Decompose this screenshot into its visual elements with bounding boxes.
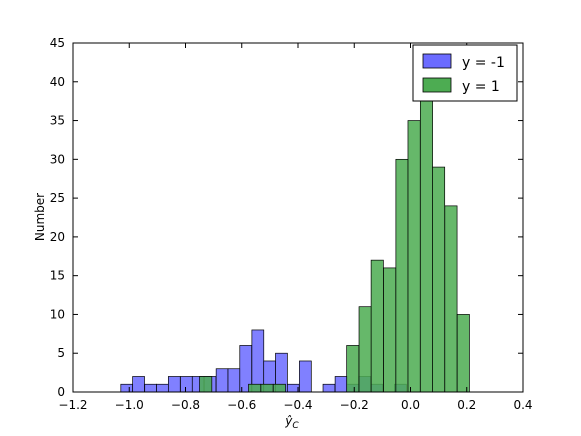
histogram-bar <box>334 376 348 393</box>
x-axis-label: ŷC <box>284 414 299 431</box>
histogram-bar <box>227 368 241 393</box>
x-tick-label: −0.4 <box>283 398 312 412</box>
histogram-bar <box>156 383 169 393</box>
histogram-bar <box>432 166 446 393</box>
x-axis-label-symbol: ŷ <box>284 414 293 428</box>
histogram-bar <box>286 383 300 393</box>
histogram-bar <box>272 383 286 393</box>
histogram-bar <box>167 376 181 393</box>
y-axis-label: Number <box>33 193 47 241</box>
x-tick-label: 0.0 <box>401 398 420 412</box>
y-tick-label: 10 <box>50 307 65 321</box>
y-tick-label: 35 <box>50 114 65 128</box>
histogram-bar <box>444 205 458 393</box>
histogram-bar <box>322 383 336 393</box>
histogram-bar <box>180 376 193 393</box>
y-tick-label: 25 <box>50 191 65 205</box>
histogram-bar <box>395 158 409 393</box>
legend: y = -1 y = 1 <box>412 44 518 102</box>
x-axis-label-subscript: C <box>292 421 299 431</box>
histogram-bar <box>199 376 213 393</box>
histogram-bar <box>260 383 274 393</box>
histogram-bar <box>370 259 384 393</box>
histogram-bar <box>358 306 372 393</box>
x-tick-label: −1.2 <box>58 398 87 412</box>
legend-label-y-1: y = 1 <box>462 79 500 95</box>
y-tick-label: 20 <box>50 230 65 244</box>
histogram-bar <box>248 383 262 393</box>
histogram-bar <box>299 360 312 393</box>
x-tick-label: −0.8 <box>171 398 200 412</box>
x-tick-label: −1.0 <box>115 398 144 412</box>
legend-label-y-minus-1: y = -1 <box>462 55 505 71</box>
axes: −1.2 −1.0 −0.8 −0.6 −0.4 −0.2 0.0 0.2 0.4 0 5 10 15 2… <box>50 36 533 412</box>
x-tick-label: 0.2 <box>457 398 476 412</box>
histogram-bar <box>215 368 229 393</box>
histogram-bar <box>407 120 421 393</box>
y-tick-label: 5 <box>57 346 65 360</box>
histogram-bar <box>346 345 360 393</box>
histogram-bar <box>251 329 265 393</box>
legend-swatch-y-minus-1 <box>422 53 452 69</box>
histogram-bar <box>120 383 134 393</box>
histogram-bar <box>132 376 145 393</box>
y-tick-label: 45 <box>50 36 65 50</box>
x-tick-label: −0.6 <box>227 398 256 412</box>
histogram-bar <box>456 314 470 393</box>
plot-area <box>120 96 470 393</box>
histogram-bar <box>419 96 433 393</box>
x-tick-label: 0.4 <box>513 398 532 412</box>
y-tick-label: 30 <box>50 152 65 166</box>
y-tick-label: 40 <box>50 75 65 89</box>
legend-swatch-y-1 <box>422 77 452 93</box>
histogram-bar <box>383 267 397 393</box>
y-tick-label: 15 <box>50 269 65 283</box>
histogram-bar <box>144 383 157 393</box>
x-tick-label: −0.2 <box>340 398 369 412</box>
y-tick-label: 0 <box>57 385 65 399</box>
axis-labels: ŷC Number <box>33 193 299 431</box>
